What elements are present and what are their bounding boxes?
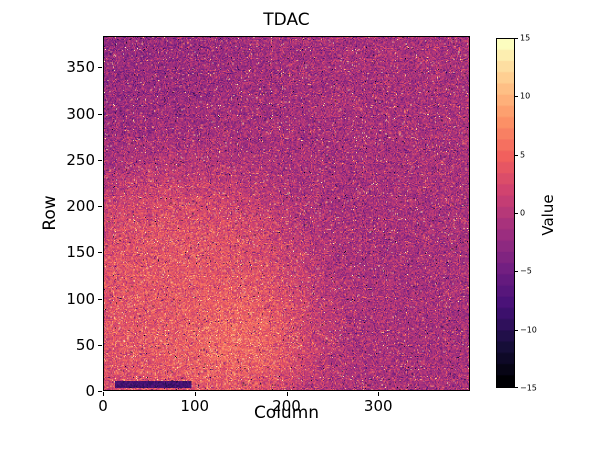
x-tick-mark [378, 392, 380, 396]
y-tick-label: 100 [66, 289, 95, 308]
colorbar-tick-mark [515, 96, 518, 98]
chart-title: TDAC [263, 10, 310, 30]
y-tick-mark [98, 252, 102, 254]
x-tick-mark [286, 392, 288, 396]
colorbar-tick-mark [515, 387, 518, 388]
y-tick-label: 350 [66, 58, 95, 77]
colorbar-tick-label: −15 [520, 383, 537, 393]
x-tick-label: 0 [98, 397, 108, 415]
colorbar-tick-label: 10 [520, 91, 531, 101]
plot-area [103, 36, 470, 391]
colorbar-tick-mark [515, 154, 518, 156]
colorbar-tick-label: 0 [520, 208, 526, 218]
colorbar-label: Value [539, 194, 557, 236]
colorbar-tick-label: 5 [520, 150, 526, 160]
y-tick-label: 150 [66, 243, 95, 262]
y-tick-label: 300 [66, 104, 95, 123]
colorbar-tick-mark [515, 38, 518, 39]
colorbar-canvas [497, 39, 514, 387]
x-tick-mark [103, 392, 104, 396]
y-tick-label: 50 [75, 335, 95, 354]
y-tick-label: 250 [66, 150, 95, 169]
x-tick-mark [194, 392, 196, 396]
colorbar-tick-label: 15 [520, 33, 531, 43]
y-tick-mark [98, 206, 102, 208]
y-axis-label: Row [40, 195, 60, 231]
colorbar-tick-mark [515, 213, 518, 214]
y-tick-mark [98, 67, 102, 69]
colorbar-tick-label: −10 [520, 325, 537, 335]
y-tick-mark [98, 391, 102, 392]
x-tick-label: 200 [272, 397, 301, 415]
y-tick-mark [98, 298, 102, 300]
y-tick-mark [98, 113, 102, 115]
y-tick-label: 0 [85, 382, 95, 400]
y-tick-mark [98, 344, 102, 346]
colorbar-tick-mark [515, 271, 518, 273]
heatmap-canvas [104, 37, 469, 390]
y-tick-mark [98, 159, 102, 161]
colorbar [496, 38, 515, 388]
y-tick-label: 200 [66, 197, 95, 216]
x-tick-label: 100 [180, 397, 210, 415]
colorbar-tick-label: −5 [520, 266, 532, 276]
x-axis-label: Column [253, 403, 320, 423]
colorbar-tick-mark [515, 329, 518, 331]
x-tick-label: 300 [363, 397, 393, 415]
